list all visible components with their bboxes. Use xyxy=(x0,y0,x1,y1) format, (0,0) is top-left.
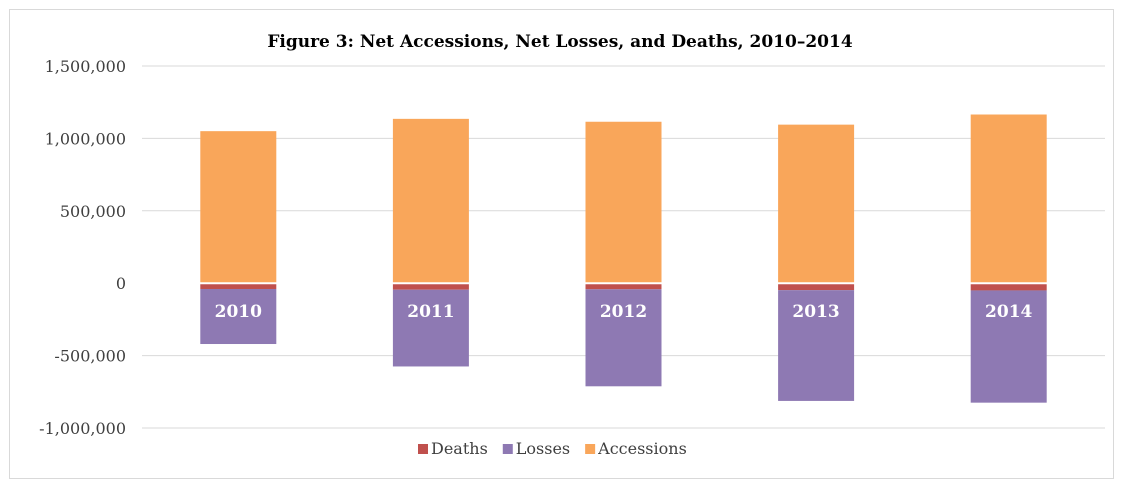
bar-deaths-2013 xyxy=(778,283,855,291)
category-label-2010: 2010 xyxy=(215,302,262,322)
bar-losses-2011 xyxy=(392,289,469,367)
bar-losses-2012 xyxy=(585,289,662,387)
category-label-2012: 2012 xyxy=(600,302,647,322)
bar-deaths-2012 xyxy=(585,283,662,290)
bar-accessions-2014 xyxy=(970,114,1047,284)
legend-label-deaths: Deaths xyxy=(431,439,488,458)
bar-deaths-2010 xyxy=(200,283,277,289)
category-label-2014: 2014 xyxy=(985,302,1032,322)
bar-losses-2010 xyxy=(200,288,277,345)
bar-accessions-2010 xyxy=(200,131,277,284)
bars xyxy=(142,114,1105,403)
category-label-2011: 2011 xyxy=(407,302,454,322)
y-tick-label: 1,000,000 xyxy=(45,129,126,148)
category-labels: 2010 2011 2012 2013 2014 xyxy=(215,302,1033,322)
bar-losses-2014 xyxy=(970,290,1047,403)
bar-deaths-2011 xyxy=(392,283,469,290)
y-tick-label: -1,000,000 xyxy=(39,419,126,438)
chart-title: Figure 3: Net Accessions, Net Losses, an… xyxy=(267,32,852,52)
legend-swatch-deaths xyxy=(418,444,428,454)
legend-swatch-accessions xyxy=(585,444,596,454)
y-axis-ticks: 1,500,000 1,000,000 500,000 0 -500,000 -1,000… xyxy=(39,57,126,438)
chart-frame xyxy=(9,9,1114,479)
bar-deaths-2014 xyxy=(970,283,1047,291)
legend: Deaths Losses Accessions xyxy=(418,439,687,458)
legend-label-losses: Losses xyxy=(516,439,570,458)
bar-accessions-2013 xyxy=(778,124,855,284)
bar-accessions-2011 xyxy=(392,118,469,284)
bar-accessions-2012 xyxy=(585,121,662,284)
y-tick-label: 500,000 xyxy=(60,202,126,221)
legend-label-accessions: Accessions xyxy=(597,439,687,458)
legend-swatch-losses xyxy=(502,444,513,454)
bar-losses-2013 xyxy=(778,290,855,401)
y-tick-label: 1,500,000 xyxy=(45,57,126,76)
category-label-2013: 2013 xyxy=(792,302,839,322)
y-tick-label: 0 xyxy=(116,274,126,293)
y-tick-label: -500,000 xyxy=(54,347,126,366)
